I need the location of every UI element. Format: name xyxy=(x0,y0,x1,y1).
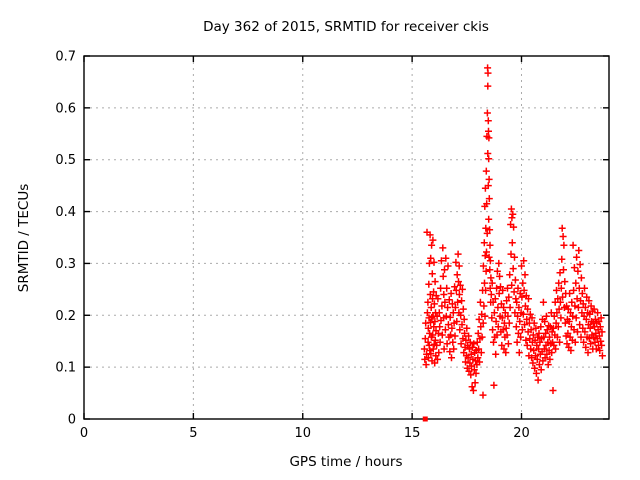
y-axis-label: SRMTID / TECUs xyxy=(16,184,32,292)
y-tick-label: 0.5 xyxy=(55,153,76,168)
scatter-points xyxy=(420,64,606,422)
x-tick-label: 20 xyxy=(513,426,530,441)
y-tick-label: 0.1 xyxy=(55,361,76,376)
chart-title: Day 362 of 2015, SRMTID for receiver cki… xyxy=(203,19,489,35)
y-tick-label: 0.2 xyxy=(55,309,76,324)
y-tick-label: 0 xyxy=(68,413,76,428)
x-tick-label: 10 xyxy=(294,426,311,441)
y-tick-label: 0.6 xyxy=(55,101,76,116)
plot-border xyxy=(83,55,610,420)
y-tick-label: 0.4 xyxy=(55,205,76,220)
axis-ticks xyxy=(83,55,609,420)
scatter-cross-series xyxy=(420,64,606,399)
x-axis-label: GPS time / hours xyxy=(289,454,402,470)
x-tick-label: 0 xyxy=(80,426,88,441)
scatter-square-marker xyxy=(422,416,428,422)
y-tick-label: 0.7 xyxy=(55,50,76,65)
grid-lines xyxy=(84,56,609,419)
tick-labels: 0 5 10 15 20 0 0.1 0.2 0.3 0.4 0.5 0.6 0.7 xyxy=(55,50,529,442)
x-tick-label: 15 xyxy=(404,426,421,441)
y-tick-label: 0.3 xyxy=(55,257,76,272)
x-tick-label: 5 xyxy=(189,426,197,441)
